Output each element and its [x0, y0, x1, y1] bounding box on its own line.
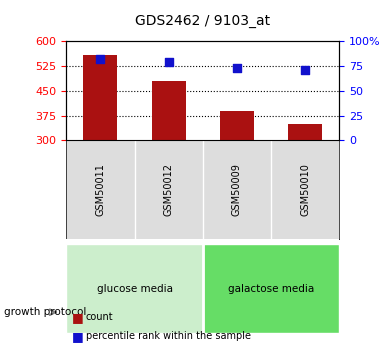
Text: count: count	[86, 313, 113, 322]
Text: ■: ■	[72, 311, 84, 324]
FancyBboxPatch shape	[203, 244, 339, 333]
Text: galactose media: galactose media	[228, 284, 314, 294]
Bar	[83, 55, 117, 140]
Text: GSM50010: GSM50010	[300, 163, 310, 216]
Text: GSM50011: GSM50011	[96, 163, 105, 216]
Text: growth protocol: growth protocol	[4, 307, 86, 317]
Text: percentile rank within the sample: percentile rank within the sample	[86, 332, 251, 341]
Text: ■: ■	[72, 330, 84, 343]
Text: GDS2462 / 9103_at: GDS2462 / 9103_at	[135, 14, 270, 28]
Point	[234, 65, 240, 71]
Text: glucose media: glucose media	[97, 284, 172, 294]
Point	[302, 67, 308, 73]
Bar	[152, 81, 186, 140]
Text: GSM50009: GSM50009	[232, 163, 242, 216]
Text: GSM50012: GSM50012	[164, 163, 174, 216]
Bar	[288, 124, 322, 140]
FancyBboxPatch shape	[66, 244, 203, 333]
Point	[98, 57, 104, 62]
Bar	[220, 111, 254, 140]
Point	[166, 59, 172, 65]
